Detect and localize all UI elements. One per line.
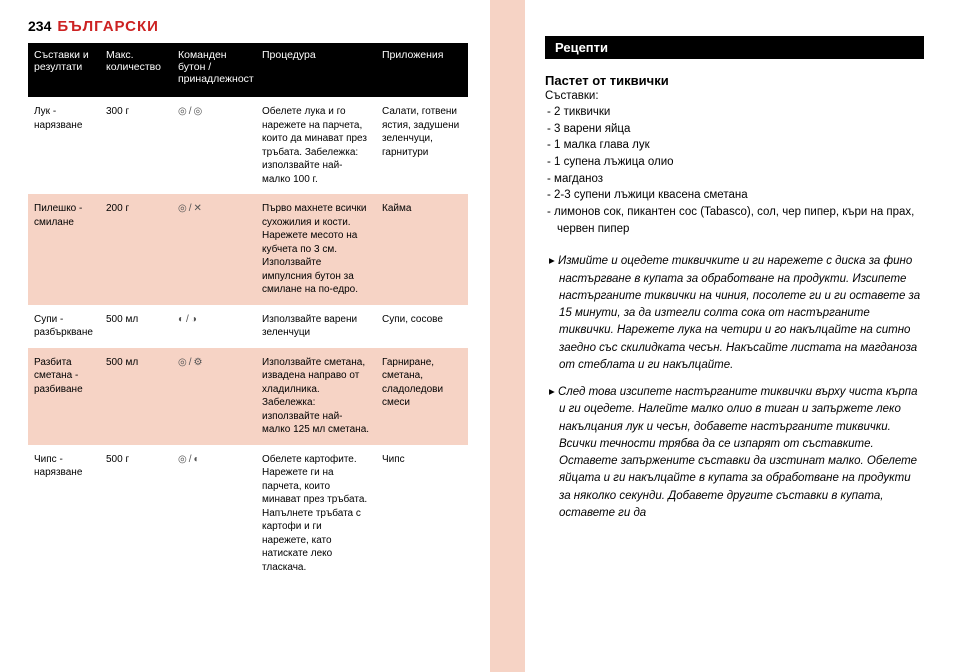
ingredient-item: 1 супена лъжица олио [545, 154, 924, 171]
cell-application: Супи, сосове [376, 305, 468, 348]
th-ingredients: Съставки и резултати [28, 43, 100, 97]
cell-qty: 500 мл [100, 348, 172, 445]
ingredient-item: 1 малка глава лук [545, 137, 924, 154]
th-max-qty: Макс. количество [100, 43, 172, 97]
th-procedure: Процедура [256, 43, 376, 97]
cell-qty: 500 г [100, 445, 172, 583]
table-header-row: Съставки и резултати Макс. количество Ко… [28, 43, 468, 97]
page-number: 234 [28, 18, 51, 34]
table-row: Пилешко - смилане200 г◎/✕Първо махнете в… [28, 194, 468, 305]
table-row: Разбита сметана - разбиване500 мл◎/⚙Изпо… [28, 348, 468, 445]
cell-icons: ◎/✕ [172, 194, 256, 305]
cell-procedure: Първо махнете всички сухожилия и кости. … [256, 194, 376, 305]
cell-ingredient: Разбита сметана - разбиване [28, 348, 100, 445]
table-row: Чипс - нарязване500 г◎/◐Обелете картофит… [28, 445, 468, 583]
section-heading: Рецепти [545, 36, 924, 59]
table-row: Супи - разбъркване500 мл◐/◑Използвайте в… [28, 305, 468, 348]
cell-application: Гарниране, сметана, сладоледови смеси [376, 348, 468, 445]
cell-qty: 500 мл [100, 305, 172, 348]
cell-procedure: Обелете лука и го нарежете на парчета, к… [256, 97, 376, 194]
divider-strip [490, 0, 525, 672]
cell-procedure: Използвайте варени зеленчуци [256, 305, 376, 348]
cell-ingredient: Чипс - нарязване [28, 445, 100, 583]
cell-icons: ◎/⚙ [172, 348, 256, 445]
cell-icons: ◐/◑ [172, 305, 256, 348]
th-applications: Приложения [376, 43, 468, 97]
ingredient-item: 3 варени яйца [545, 121, 924, 138]
cell-application: Кайма [376, 194, 468, 305]
ingredients-table: Съставки и резултати Макс. количество Ко… [28, 43, 468, 582]
cell-ingredient: Супи - разбъркване [28, 305, 100, 348]
recipe-steps: Измийте и оцедете тиквичките и ги нареже… [545, 253, 924, 522]
page-header: 234 БЪЛГАРСКИ [28, 18, 490, 35]
cell-qty: 200 г [100, 194, 172, 305]
cell-icons: ◎/◎ [172, 97, 256, 194]
ingredients-label: Съставки: [545, 90, 924, 102]
ingredient-item: лимонов сок, пикантен сос (Tabasco), сол… [545, 204, 924, 237]
ingredient-item: 2 тиквички [545, 104, 924, 121]
cell-application: Чипс [376, 445, 468, 583]
cell-procedure: Обелете картофите. Нарежете ги на парчет… [256, 445, 376, 583]
cell-ingredient: Лук - нарязване [28, 97, 100, 194]
table-row: Лук - нарязване300 г◎/◎Обелете лука и го… [28, 97, 468, 194]
cell-qty: 300 г [100, 97, 172, 194]
ingredient-item: магданоз [545, 171, 924, 188]
cell-procedure: Използвайте сметана, извадена направо от… [256, 348, 376, 445]
language-title: БЪЛГАРСКИ [57, 18, 159, 35]
recipe-step: Измийте и оцедете тиквичките и ги нареже… [545, 253, 924, 374]
th-control: Команден бутон / принадлежност [172, 43, 256, 97]
ingredients-list: 2 тиквички3 варени яйца1 малка глава лук… [545, 104, 924, 237]
cell-ingredient: Пилешко - смилане [28, 194, 100, 305]
cell-application: Салати, готвени ястия, задушени зеленчуц… [376, 97, 468, 194]
ingredient-item: 2-3 супени лъжици квасена сметана [545, 187, 924, 204]
recipe-step: След това изсипете настърганите тиквички… [545, 384, 924, 522]
recipe-title: Пастет от тиквички [545, 73, 924, 88]
cell-icons: ◎/◐ [172, 445, 256, 583]
